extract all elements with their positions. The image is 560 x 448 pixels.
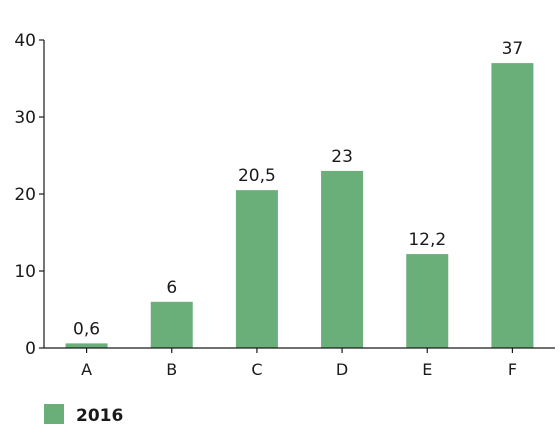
y-tick-label: 20 bbox=[14, 185, 36, 205]
bar-d bbox=[321, 170, 364, 348]
legend: 2016 bbox=[44, 404, 123, 426]
bar-e bbox=[406, 254, 449, 348]
data-label-f: 37 bbox=[502, 39, 524, 59]
x-tick-label-b: B bbox=[166, 360, 177, 379]
legend-swatch bbox=[44, 404, 64, 424]
y-tick-label: 40 bbox=[14, 31, 36, 51]
bar-a bbox=[65, 343, 108, 348]
data-labels: 0,6 6 20,5 23 12,2 37 bbox=[73, 39, 523, 339]
data-label-d: 23 bbox=[331, 147, 353, 167]
y-axis-ticks: 0 10 20 30 40 bbox=[14, 31, 44, 359]
data-label-a: 0,6 bbox=[73, 319, 100, 339]
x-axis-tick-labels: A B C D E F bbox=[81, 348, 517, 379]
x-tick-label-c: C bbox=[251, 360, 262, 379]
bar-b bbox=[150, 301, 193, 348]
data-label-e: 12,2 bbox=[408, 230, 446, 250]
x-tick-label-e: E bbox=[422, 360, 432, 379]
bars bbox=[65, 63, 534, 348]
y-tick-label: 10 bbox=[14, 262, 36, 282]
data-label-c: 20,5 bbox=[238, 166, 276, 186]
data-label-b: 6 bbox=[166, 278, 177, 298]
y-tick-label: 0 bbox=[25, 339, 36, 359]
bar-c bbox=[235, 190, 278, 348]
x-tick-label-a: A bbox=[81, 360, 92, 379]
x-tick-label-d: D bbox=[336, 360, 348, 379]
y-tick-label: 30 bbox=[14, 108, 36, 128]
legend-label-2016: 2016 bbox=[76, 406, 123, 426]
x-tick-label-f: F bbox=[508, 360, 517, 379]
bar-f bbox=[491, 63, 534, 348]
